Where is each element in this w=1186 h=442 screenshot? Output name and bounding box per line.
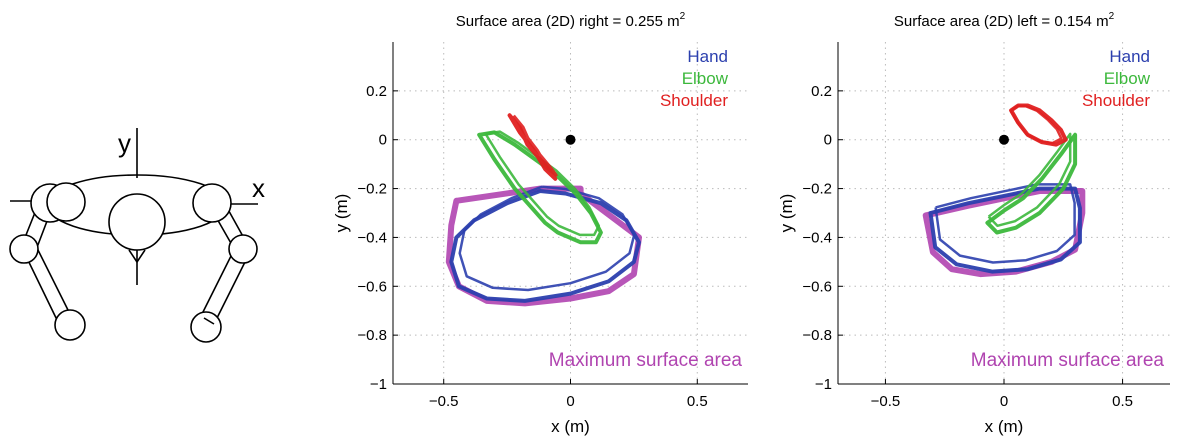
x-tick-label: 0.5 xyxy=(1112,393,1133,410)
head-circle xyxy=(109,194,165,250)
y-axis-label: y (m) xyxy=(332,194,351,233)
robot-arm-diagram xyxy=(10,128,258,342)
diagram-y-label: y xyxy=(118,128,131,158)
left-elbow-joint xyxy=(10,235,38,263)
legend-entry-elbow: Elbow xyxy=(1104,69,1151,88)
title-superscript: 2 xyxy=(1109,11,1115,22)
y-tick-label: −0.2 xyxy=(802,181,832,198)
right-hand-joint xyxy=(191,312,221,342)
y-tick-label: 0 xyxy=(824,132,832,149)
origin-point xyxy=(566,135,576,145)
chart-title: Surface area (2D) right = 0.255 m2 xyxy=(456,11,686,30)
legend-entry-hand: Hand xyxy=(1109,47,1150,66)
x-axis-label: x (m) xyxy=(551,417,590,436)
y-axis-label: y (m) xyxy=(777,194,796,233)
legend-entry-hand: Hand xyxy=(687,47,728,66)
x-tick-label: −0.5 xyxy=(429,393,459,410)
y-tick-label: −0.8 xyxy=(357,327,387,344)
y-tick-label: −0.2 xyxy=(357,181,387,198)
left-hand-joint xyxy=(55,310,85,340)
x-tick-label: −0.5 xyxy=(871,393,901,410)
title-superscript: 2 xyxy=(680,11,686,22)
y-tick-label: −1 xyxy=(370,376,387,393)
legend-entry-shoulder: Shoulder xyxy=(660,91,728,110)
x-tick-label: 0 xyxy=(566,393,574,410)
x-tick-label: 0.5 xyxy=(687,393,708,410)
max-surface-annotation: Maximum surface area xyxy=(549,350,743,371)
y-tick-label: −1 xyxy=(815,376,832,393)
x-axis-label: x (m) xyxy=(985,417,1024,436)
legend-entry-elbow: Elbow xyxy=(682,69,729,88)
left-shoulder-joint xyxy=(47,183,85,221)
legend-entry-shoulder: Shoulder xyxy=(1082,91,1150,110)
diagram-x-label: x xyxy=(252,173,265,203)
y-tick-label: −0.8 xyxy=(802,327,832,344)
right-elbow-joint xyxy=(229,235,257,263)
x-tick-label: 0 xyxy=(1000,393,1008,410)
right-shoulder-joint xyxy=(193,184,231,222)
plot-right: −0.5 0 0.5 −1 −0.8 −0.6 −0.4 −0.2 0 0.2 x (m) y (m)… xyxy=(332,11,748,436)
y-tick-label: −0.4 xyxy=(802,229,832,246)
plot-left: −0.5 0 0.5 −1 −0.8 −0.6 −0.4 −0.2 0 0.2 x (m) y (m)… xyxy=(777,11,1170,436)
y-tick-label: 0.2 xyxy=(811,83,832,100)
chart-title: Surface area (2D) left = 0.154 m2 xyxy=(894,11,1115,30)
max-surface-annotation: Maximum surface area xyxy=(971,350,1165,371)
y-tick-label: 0 xyxy=(379,132,387,149)
origin-point xyxy=(999,135,1009,145)
y-tick-label: 0.2 xyxy=(366,83,387,100)
y-tick-label: −0.6 xyxy=(802,278,832,295)
y-tick-label: −0.6 xyxy=(357,278,387,295)
y-tick-label: −0.4 xyxy=(357,229,387,246)
series-hand-trace xyxy=(460,187,635,290)
